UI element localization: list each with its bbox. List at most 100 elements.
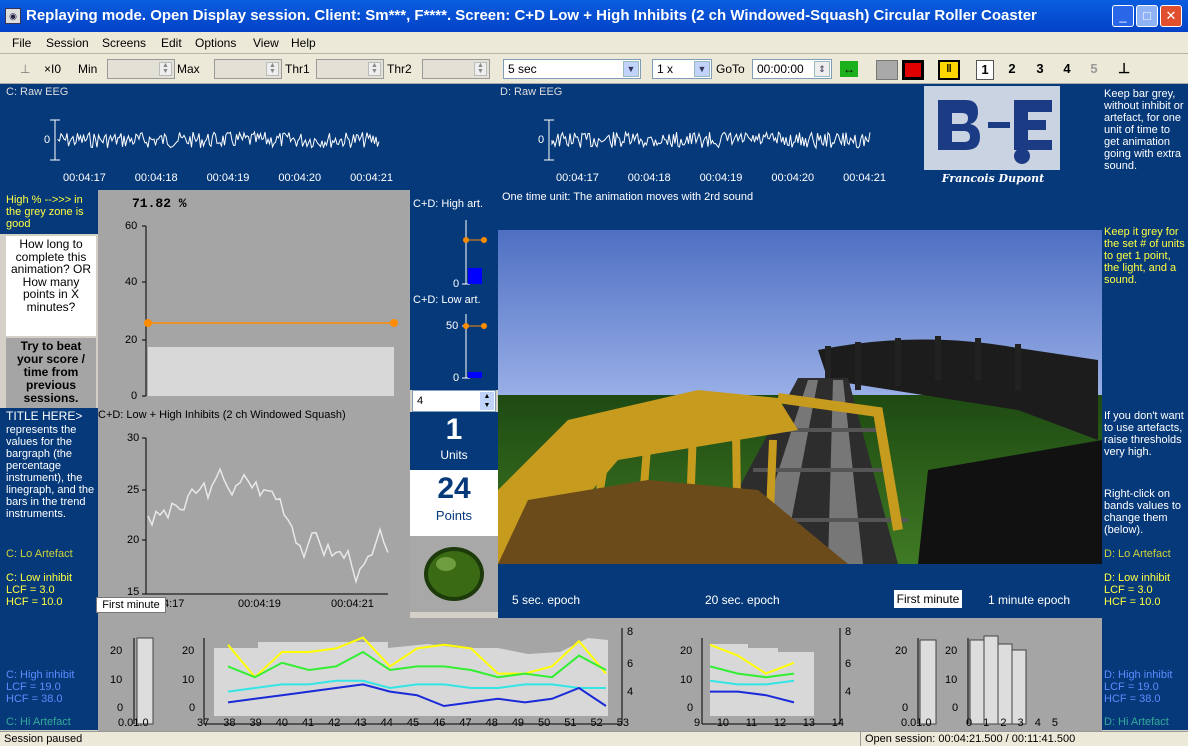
chevron-down-icon[interactable]: ▼	[694, 61, 710, 77]
tick-label: 10	[182, 674, 195, 686]
left-info-panel	[0, 408, 98, 618]
time-tick: 00:04:21	[331, 598, 374, 610]
tick-label: 4	[845, 686, 852, 698]
max-label: Max	[177, 62, 200, 76]
units-label: Units	[440, 448, 468, 462]
trend-x-axis-4: 0.01.0	[901, 717, 932, 729]
x-tick: 0	[966, 717, 973, 729]
min-spinner[interactable]: ▲ ▼	[107, 59, 175, 79]
roller-coaster-animation	[498, 230, 1102, 564]
screen-tab-2[interactable]: 2	[1008, 61, 1016, 76]
toolbar: ⊥ ×I0 Min ▲ ▼ Max ▲ ▼ Thr1 ▲ ▼ Thr2 ▲ ▼ 5 se…	[0, 54, 1188, 84]
band-line: LCF = 3.0	[6, 584, 55, 596]
d-eeg-time-axis: 00:04:17 00:04:18 00:04:19 00:04:20 00:04:21	[556, 172, 886, 184]
band-line: HCF = 38.0	[1104, 693, 1161, 705]
epoch-value: 5 sec	[508, 62, 537, 76]
units-setting-spinner[interactable]: 4 ▲ ▼	[412, 390, 496, 412]
first-minute-epoch-button[interactable]: First minute	[894, 590, 962, 608]
x-tick: 40	[275, 717, 288, 729]
threshold-handle[interactable]	[390, 319, 398, 327]
first-minute-button[interactable]: First minute	[96, 597, 166, 613]
logo-graphic	[924, 86, 1060, 170]
epoch-20sec: 20 sec. epoch	[705, 593, 780, 607]
percent-graph	[142, 225, 398, 397]
threshold-handle[interactable]	[144, 319, 152, 327]
tick-label: 0	[687, 702, 694, 714]
menu-file[interactable]: File	[12, 36, 32, 50]
scale-label[interactable]: ×I0	[44, 62, 62, 76]
pause-grey-button[interactable]	[876, 60, 898, 80]
points-counter: 24 Points	[410, 470, 498, 536]
chevron-down-icon[interactable]: ▼	[623, 61, 639, 77]
menu-help[interactable]: Help	[291, 36, 316, 50]
artifact-panel	[410, 190, 498, 390]
screen-tab-4[interactable]: 4	[1063, 61, 1071, 76]
status-right: Open session: 00:04:21.500 / 00:11:41.50…	[865, 733, 1076, 745]
sync-icon[interactable]: ↔	[840, 61, 858, 77]
c-eeg-time-axis: 00:04:17 00:04:18 00:04:19 00:04:20 00:04:21	[63, 172, 393, 184]
tick-label: 10	[945, 674, 958, 686]
tick-label: 30	[127, 432, 140, 444]
animation-note: One time unit: The animation moves with …	[502, 191, 754, 203]
tick-label: 20	[127, 534, 140, 546]
animation-note-bar	[496, 188, 1102, 230]
x-tick: 38	[223, 717, 236, 729]
thr1-label: Thr1	[285, 62, 310, 76]
thr2-spinner[interactable]: ▲ ▼	[422, 59, 490, 79]
maximize-button[interactable]: □	[1136, 5, 1158, 27]
reward-light-icon	[424, 547, 484, 601]
title-here-label: TITLE HERE>	[6, 409, 83, 423]
time-tick: 00:04:19	[206, 172, 250, 184]
max-spinner[interactable]: ▲ ▼	[214, 59, 282, 79]
menu-screens[interactable]: Screens	[102, 36, 147, 50]
logo-signature: Francois Dupont	[941, 172, 1045, 185]
beat-score-box: Try to beat your score / time from previ…	[6, 338, 96, 408]
tick-label: 6	[845, 658, 852, 670]
epoch-select[interactable]: 5 sec ▼	[503, 59, 641, 79]
close-button[interactable]: ✕	[1160, 5, 1182, 27]
pause-button[interactable]: ‖	[938, 60, 960, 80]
spinner-icon[interactable]: ⇕	[814, 61, 830, 77]
keep-grey-note: Keep it grey for the set # of units to g…	[1104, 226, 1185, 286]
trend-x-axis-1: 0.01.0	[118, 717, 149, 729]
spinner-icon[interactable]: ▲ ▼	[480, 392, 494, 410]
stop-icon	[905, 63, 921, 77]
c-low-inhibit[interactable]: C: Low inhibit LCF = 3.0 HCF = 10.0	[6, 572, 72, 608]
x-tick: 1	[983, 717, 990, 729]
status-left: Session paused	[4, 733, 83, 745]
speed-select[interactable]: 1 x ▼	[652, 59, 712, 79]
screen-tab-3[interactable]: 3	[1036, 61, 1044, 76]
trend-x-axis-2: 37 38 39 40 41 42 43 44 45 46 47 48 49 50 51 52 53	[197, 717, 629, 729]
speed-value: 1 x	[657, 62, 674, 76]
screen-tab-1[interactable]: 1	[976, 60, 994, 80]
beat-score-text: Try to beat your score / time from previ…	[16, 339, 86, 405]
band-line: C: Low inhibit	[6, 572, 73, 584]
menu-session[interactable]: Session	[46, 36, 89, 50]
points-label: Points	[435, 508, 473, 523]
scale-icon[interactable]: ⊥	[20, 62, 31, 76]
d-high-inhibit[interactable]: D: High inhibit LCF = 19.0 HCF = 38.0	[1104, 669, 1172, 705]
d-low-inhibit[interactable]: D: Low inhibit LCF = 3.0 HCF = 10.0	[1104, 572, 1170, 608]
layout-icon[interactable]: ⊥	[1118, 60, 1131, 76]
band-line: C: High inhibit	[6, 669, 75, 681]
trend-graphs	[133, 628, 1027, 725]
thr1-spinner[interactable]: ▲ ▼	[316, 59, 384, 79]
tick-label: 10	[680, 674, 693, 686]
time-tick: 00:04:20	[278, 172, 322, 184]
menu-options[interactable]: Options	[195, 36, 237, 50]
tick-label: 0	[189, 702, 196, 714]
c-raw-eeg-title: C: Raw EEG	[6, 86, 69, 98]
c-lo-artefact: C: Lo Artefact	[6, 548, 73, 560]
screen-tab-5[interactable]: 5	[1090, 61, 1098, 76]
time-tick: 4:17	[163, 598, 185, 610]
menu-edit[interactable]: Edit	[161, 36, 182, 50]
menu-view[interactable]: View	[253, 36, 279, 50]
time-tick: 00:04:19	[238, 598, 281, 610]
tick-label: 20	[945, 645, 958, 657]
stop-button[interactable]	[902, 60, 924, 80]
c-high-inhibit[interactable]: C: High inhibit LCF = 19.0 HCF = 38.0	[6, 669, 74, 705]
goto-time-input[interactable]: 00:00:00 ⇕	[752, 59, 832, 79]
minimize-button[interactable]: _	[1112, 5, 1134, 27]
menu-bar: File Session Screens Edit Options View H…	[0, 32, 1188, 54]
